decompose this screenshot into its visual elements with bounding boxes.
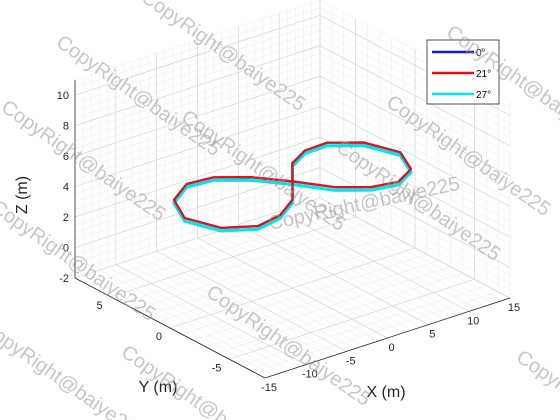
tick-labels: -2 0 2 4 6 8 10 5 0 -5 -15 -10 -5 0 5 10 15 [57,90,520,394]
series-lines [172,141,413,233]
watermark-text: CopyRight@baiye225 [137,0,309,116]
x-tick-label: -5 [346,355,356,367]
x-tick-label: 15 [508,302,520,314]
y-axis-label: Y (m) [139,379,178,396]
y-tick-label: 0 [156,331,162,343]
x-axis-line [264,297,511,379]
grid-line-major [319,136,511,238]
x-tick-label: 5 [429,329,435,341]
x-axis-label: X (m) [366,384,405,401]
grid-line-major [74,45,321,126]
grid-line-major [74,75,321,157]
grid-line-major [74,136,321,218]
z-axis-label: Z (m) [14,176,31,214]
x-tick-label: 0 [388,342,394,354]
grid-line-major [319,106,511,207]
z-tick-label: 8 [63,121,69,133]
grid-line-major [74,106,321,187]
legend-label-1: 21° [476,69,491,80]
legend: 0° 21° 27° [426,39,500,105]
grid-line-major [319,167,511,268]
z-tick-label: 2 [63,212,69,224]
series-line-1 [172,141,413,229]
x-tick-label: -15 [261,382,277,394]
legend-label-2: 27° [476,90,491,101]
grid-line-major [229,278,475,360]
grid-line-major [319,197,511,299]
z-tick-label: 6 [63,151,69,163]
watermark-text: CopyRight@baiye225 [52,31,224,161]
z-tick-label: 0 [63,243,69,255]
y-axis-line [74,277,266,379]
z-tick-label: -2 [59,273,69,285]
grid-line-major [74,197,321,279]
axes-grid [74,0,511,379]
axes-box [74,80,511,379]
y-tick-label: -5 [212,362,222,374]
y-tick-label: 5 [96,300,102,312]
watermark-text: CopyRight@baiye225 [0,316,149,420]
grid-line-major [319,75,511,177]
grid-line-major [169,247,416,329]
legend-label-0: 0° [476,48,486,59]
watermark-text: CopyRight@baiye225 [512,346,560,420]
grid-line-major [319,45,511,146]
z-tick-label: 10 [57,90,69,102]
grid-line-major [110,216,356,298]
x-tick-label: -10 [302,369,318,381]
grid-line-major [74,14,321,96]
watermark-text: CopyRight@baiye225 [202,281,374,411]
z-tick-label: 4 [63,182,69,194]
x-tick-label: 10 [467,315,479,327]
